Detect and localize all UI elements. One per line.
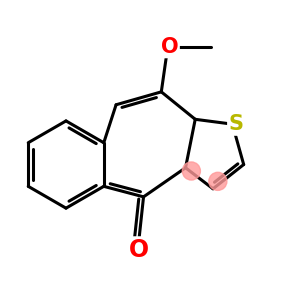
Text: O: O	[129, 238, 149, 262]
Text: S: S	[229, 114, 244, 134]
Circle shape	[209, 172, 227, 190]
Circle shape	[182, 162, 200, 180]
Text: O: O	[160, 37, 178, 57]
